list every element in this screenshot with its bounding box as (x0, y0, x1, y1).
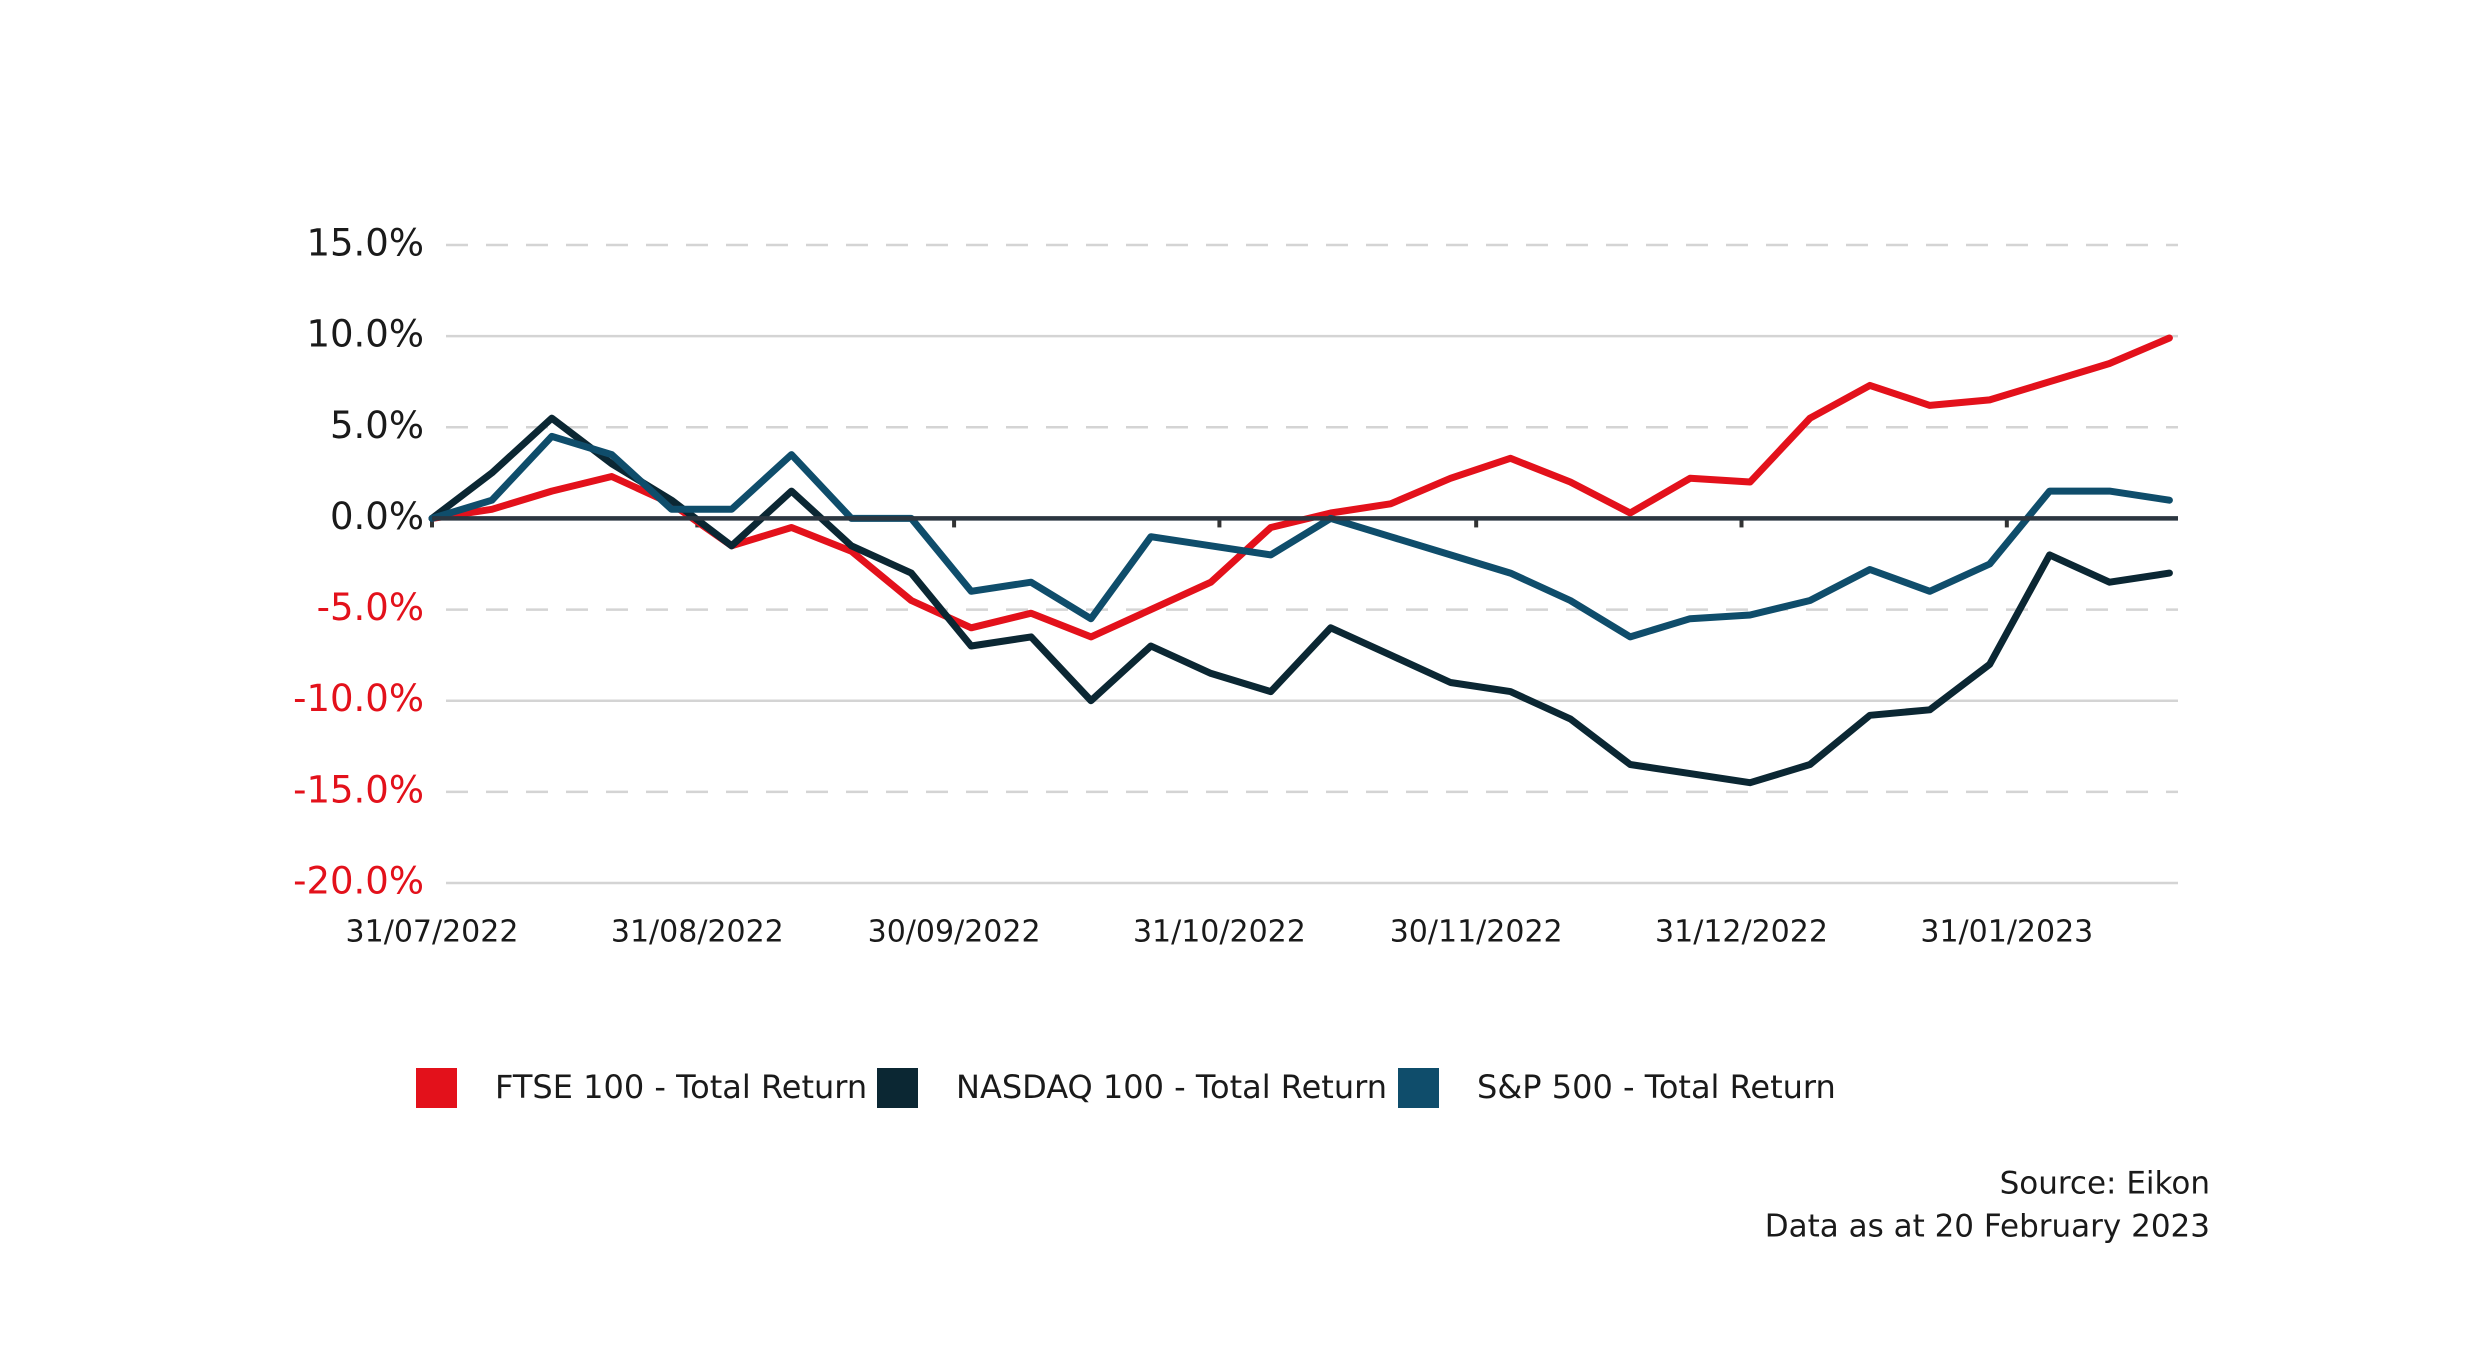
x-tick-label: 31/08/2022 (611, 915, 784, 950)
legend-item: FTSE 100 - Total Return (416, 1068, 867, 1108)
legend-label: NASDAQ 100 - Total Return (956, 1068, 1387, 1106)
legend-item: S&P 500 - Total Return (1398, 1068, 1836, 1108)
x-tick-label: 31/01/2023 (1920, 915, 2093, 950)
legend-swatch (877, 1068, 918, 1108)
legend-label: S&P 500 - Total Return (1477, 1068, 1836, 1106)
y-tick-label: 0.0% (330, 495, 424, 538)
x-tick-label: 30/11/2022 (1390, 915, 1563, 950)
legend-swatch (1398, 1068, 1439, 1108)
legend-label: FTSE 100 - Total Return (495, 1068, 867, 1106)
series-line (428, 334, 2173, 641)
y-tick-label: -15.0% (293, 768, 424, 811)
y-tick-label: -5.0% (317, 586, 424, 629)
note: Data as at 20 February 2023 (1765, 1209, 2210, 1245)
y-tick-label: -20.0% (293, 860, 424, 903)
x-tick-label: 31/07/2022 (346, 915, 519, 950)
legend-item: NASDAQ 100 - Total Return (877, 1068, 1387, 1108)
x-tick-label: 31/10/2022 (1133, 915, 1306, 950)
y-tick-label: -10.0% (293, 677, 424, 720)
source: Source: Eikon (2000, 1166, 2210, 1202)
y-tick-label: 10.0% (306, 313, 424, 356)
x-tick-label: 30/09/2022 (868, 915, 1041, 950)
legend-swatch (416, 1068, 457, 1108)
series-line (428, 432, 2173, 641)
y-tick-label: 15.0% (306, 222, 424, 265)
series-line (428, 414, 2173, 787)
y-tick-label: 5.0% (330, 404, 424, 447)
x-tick-label: 31/12/2022 (1655, 915, 1828, 950)
